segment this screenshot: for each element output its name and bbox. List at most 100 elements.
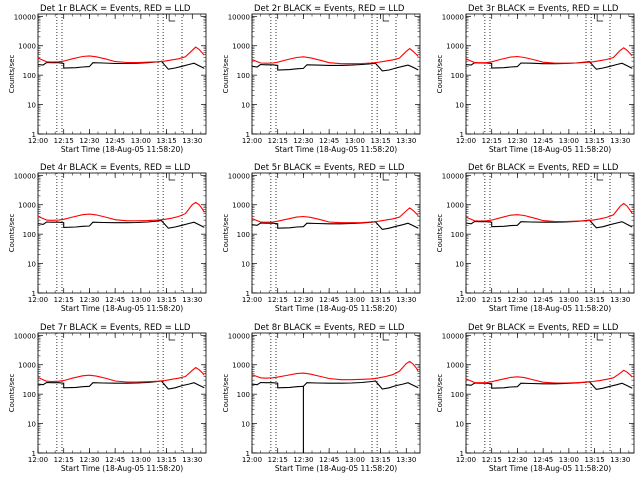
x-tick-label: 12:15 [268,296,288,304]
y-tick-label: 1 [460,450,464,458]
bracket-marker [382,333,390,341]
chart-title: Det 4r BLACK = Events, RED = LLD [40,163,191,173]
y-tick-label: 100 [237,72,250,80]
chart-panel-2: Det 2r BLACK = Events, RED = LLD 1 10 100 10… [222,4,421,154]
x-tick-label: 12:15 [54,296,74,304]
y-axis-label: Counts/sec [8,55,16,94]
x-tick-label: 12:15 [54,137,74,145]
x-tick-label: 12:00 [456,137,476,145]
x-tick-label: 13:00 [131,137,151,145]
x-tick-label: 13:00 [131,456,151,464]
y-tick-label: 100 [451,72,464,80]
lld-series-line [37,46,205,64]
chart-panel-9: Det 9r BLACK = Events, RED = LLD 1 10 100 10… [436,323,635,473]
y-tick-label: 1000 [446,43,464,51]
y-tick-label: 10000 [14,172,36,180]
y-axis-label: Counts/sec [222,55,230,94]
x-tick-label: 12:15 [268,137,288,145]
x-tick-label: 12:00 [456,456,476,464]
y-tick-label: 10 [27,421,36,429]
y-tick-label: 10000 [14,13,36,21]
x-axis-label: Start Time (18-Aug-05 11:58:20) [489,464,611,473]
events-series-line [37,380,205,390]
plot-frame [251,332,421,454]
x-tick-label: 13:15 [156,456,176,464]
y-tick-label: 10 [27,261,36,269]
lld-series-line [251,207,419,224]
x-tick-label: 12:00 [456,296,476,304]
x-tick-label: 12:45 [105,456,125,464]
y-tick-label: 1 [246,290,250,298]
chart-panel-4: Det 4r BLACK = Events, RED = LLD 1 10 100 10… [8,163,207,313]
y-tick-label: 100 [23,231,36,239]
y-tick-label: 10 [455,421,464,429]
events-series-line [37,220,205,229]
lld-series-line [251,360,419,381]
y-tick-label: 1 [460,131,464,139]
y-tick-label: 1000 [232,362,250,370]
bracket-marker [382,173,390,181]
x-tick-label: 12:15 [268,456,288,464]
lld-series-line [465,202,633,223]
x-tick-label: 12:30 [507,137,527,145]
x-tick-label: 13:00 [345,296,365,304]
chart-panel-5: Det 5r BLACK = Events, RED = LLD 1 10 100 10… [222,163,421,313]
x-tick-label: 13:15 [156,296,176,304]
x-tick-label: 13:00 [559,137,579,145]
y-tick-label: 10000 [14,332,36,340]
chart-panel-3: Det 3r BLACK = Events, RED = LLD 1 10 100 10… [436,4,635,154]
chart-panel-7: Det 7r BLACK = Events, RED = LLD 1 10 100 10… [8,323,207,473]
x-tick-label: 12:45 [533,456,553,464]
x-tick-label: 13:00 [345,456,365,464]
y-tick-label: 1000 [18,43,36,51]
chart-title: Det 3r BLACK = Events, RED = LLD [468,4,619,14]
x-tick-label: 13:30 [610,137,630,145]
x-axis-label: Start Time (18-Aug-05 11:58:20) [489,145,611,154]
x-tick-label: 12:30 [79,296,99,304]
y-tick-label: 10000 [442,172,464,180]
events-series-line [251,62,419,72]
x-tick-label: 12:00 [28,137,48,145]
chart-panel-1: Det 1r BLACK = Events, RED = LLD 1 10 100 10… [8,4,207,154]
events-series-line [37,60,205,70]
x-axis-label: Start Time (18-Aug-05 11:58:20) [275,304,397,313]
x-tick-label: 13:15 [584,137,604,145]
x-tick-label: 12:45 [533,296,553,304]
x-tick-label: 13:15 [370,137,390,145]
y-tick-label: 100 [451,391,464,399]
y-tick-label: 100 [237,231,250,239]
chart-title: Det 2r BLACK = Events, RED = LLD [254,4,405,14]
x-tick-label: 12:30 [293,296,313,304]
lld-series-line [465,47,633,64]
x-tick-label: 13:30 [182,296,202,304]
y-axis-label: Counts/sec [436,55,444,94]
bracket-marker [168,173,176,181]
x-tick-label: 12:15 [482,296,502,304]
y-tick-label: 1 [32,290,36,298]
y-tick-label: 10 [241,102,250,110]
x-axis-label: Start Time (18-Aug-05 11:58:20) [489,304,611,313]
chart-panel-8: Det 8r BLACK = Events, RED = LLD 1 10 100 10… [222,323,421,473]
x-tick-label: 12:15 [482,137,502,145]
y-tick-label: 1000 [18,362,36,370]
bracket-marker [596,173,604,181]
bracket-marker [596,14,604,22]
x-tick-label: 12:30 [507,456,527,464]
events-series-line [465,381,633,390]
y-axis-label: Counts/sec [436,214,444,253]
plot-frame [465,172,635,294]
y-tick-label: 1 [246,131,250,139]
plot-frame [465,332,635,454]
y-axis-label: Counts/sec [8,374,16,413]
y-tick-label: 1000 [232,43,250,51]
bracket-marker [168,14,176,22]
x-tick-label: 12:00 [242,296,262,304]
plot-frame [251,172,421,294]
x-tick-label: 13:00 [559,296,579,304]
x-tick-label: 12:00 [242,456,262,464]
x-tick-label: 13:15 [584,296,604,304]
lld-series-line [37,366,205,383]
lld-series-line [37,201,205,222]
y-axis-label: Counts/sec [8,214,16,253]
